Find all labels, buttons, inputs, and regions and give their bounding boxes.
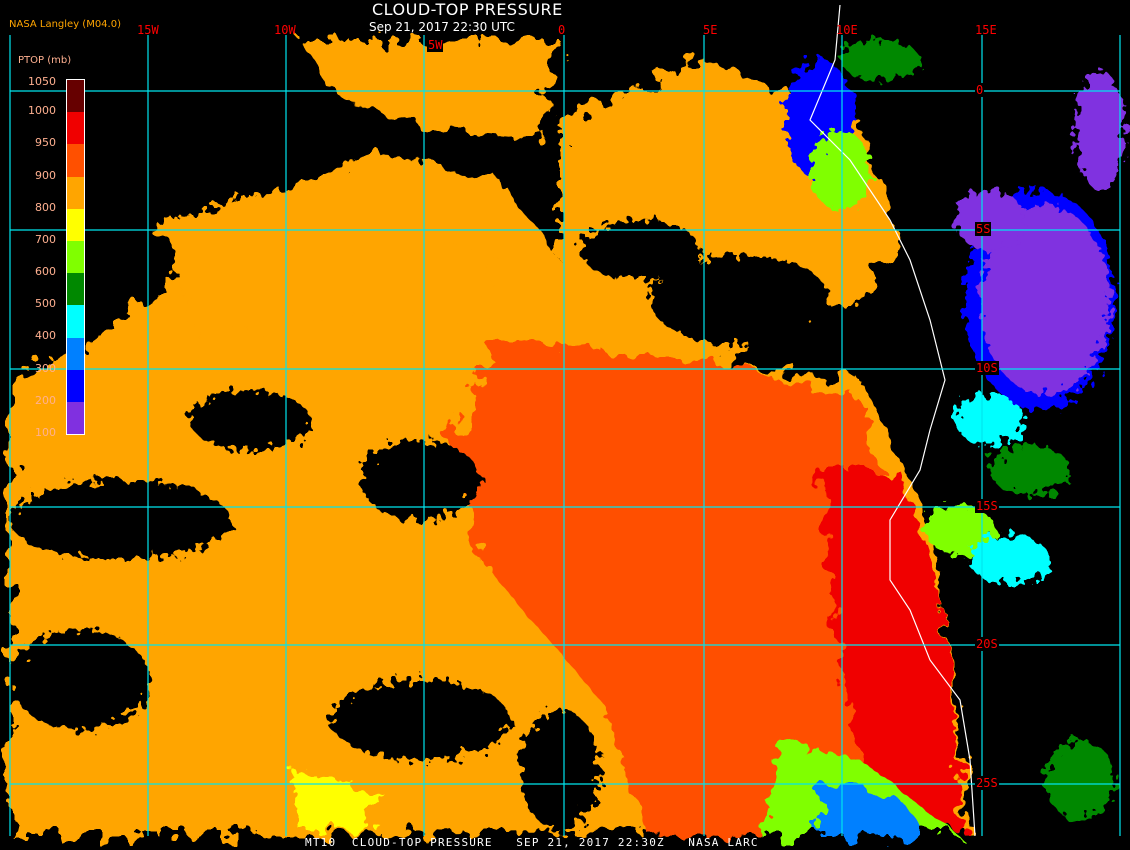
legend-tick-label: 600 <box>35 265 56 279</box>
legend-swatch <box>67 240 84 274</box>
legend-swatch <box>67 401 84 435</box>
legend-swatch <box>67 337 84 370</box>
lat-label-0: 0 <box>975 83 985 97</box>
legend-color-bar <box>66 79 85 435</box>
legend-swatch <box>67 305 84 338</box>
map-timestamp: Sep 21, 2017 22:30 UTC <box>369 20 515 34</box>
dark-gaps <box>10 40 830 830</box>
lat-label-5s: 5S <box>975 222 992 236</box>
legend-tick-label: 300 <box>35 361 56 375</box>
lat-label-25s: 25S <box>975 776 999 790</box>
land-convection <box>785 40 1125 820</box>
legend-swatch <box>67 369 84 402</box>
lon-label-0: 0 <box>558 23 566 37</box>
legend-swatch <box>67 208 84 241</box>
legend-title: PTOP (mb) <box>18 55 72 66</box>
legend-tick-label: 700 <box>35 232 56 246</box>
lat-lon-grid <box>9 35 1121 836</box>
legend-tick-label: 200 <box>35 393 56 407</box>
legend-swatch <box>67 112 84 145</box>
lat-label-15s: 15S <box>975 499 999 513</box>
lat-label-20s: 20S <box>975 637 999 651</box>
legend-tick-label: 400 <box>35 329 56 343</box>
cloud-field <box>10 40 970 836</box>
lon-label-10e: 10E <box>836 23 858 37</box>
legend-tick-label: 950 <box>35 136 56 150</box>
credit-label: NASA Langley (M04.0) <box>9 19 121 30</box>
legend-tick-label: 1050 <box>28 75 56 88</box>
legend-tick-label: 100 <box>35 426 56 439</box>
legend-swatch <box>67 273 84 306</box>
legend-tick-label: 900 <box>35 168 56 182</box>
lon-label-5e: 5E <box>703 23 718 37</box>
lat-label-10s: 10S <box>975 361 999 375</box>
legend-swatch <box>67 176 84 209</box>
legend-tick-label: 800 <box>35 200 56 214</box>
lon-label-15e: 15E <box>975 23 997 37</box>
legend-tick-label: 1000 <box>28 104 56 118</box>
lon-label-15w: 15W <box>137 23 159 37</box>
legend-swatch <box>67 144 84 177</box>
legend-tick-label: 500 <box>35 297 56 311</box>
footer-caption: MT10 CLOUD-TOP PRESSURE SEP 21, 2017 22:… <box>305 836 759 849</box>
coastline <box>809 4 976 837</box>
legend-swatch <box>67 80 84 113</box>
map-title: CLOUD-TOP PRESSURE <box>372 0 563 19</box>
lon-label-10w: 10W <box>274 23 296 37</box>
lon-label-5w: 5W <box>427 38 444 52</box>
